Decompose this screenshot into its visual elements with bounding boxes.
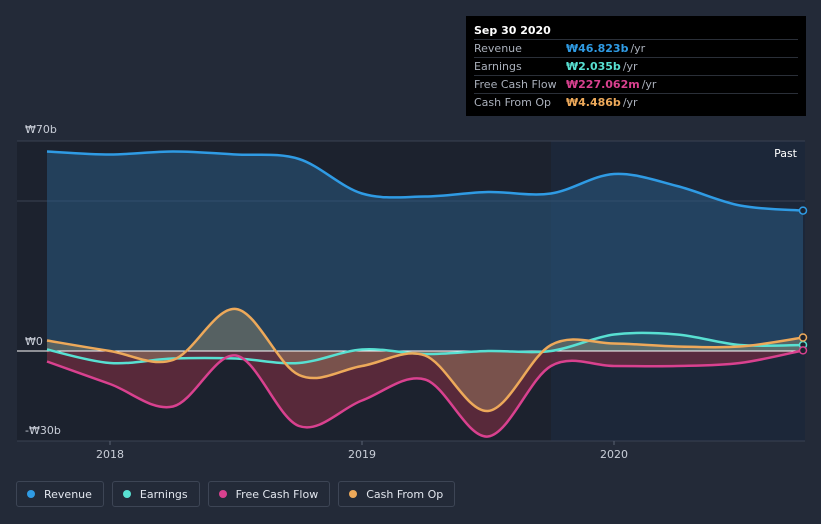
tooltip-unit: /yr	[622, 60, 638, 73]
tooltip-revenue-value: ₩46.823b	[566, 42, 629, 55]
y-tick-label: ₩70b	[25, 123, 57, 136]
tooltip-label: Revenue	[474, 42, 522, 55]
tooltip-row-earnings: Earnings ₩2.035b/yr	[474, 57, 798, 75]
tooltip-label: Free Cash Flow	[474, 78, 557, 91]
tooltip-fcf-value: ₩227.062m	[566, 78, 640, 91]
area-revenue	[47, 151, 803, 351]
legend-label: Free Cash Flow	[235, 487, 319, 501]
legend-item-earnings[interactable]: Earnings	[111, 481, 200, 507]
tooltip-value: ₩46.823b/yr	[566, 40, 645, 57]
legend-label: Earnings	[139, 487, 188, 501]
legend-label: Cash From Op	[366, 487, 444, 501]
legend-dot-icon	[349, 490, 358, 498]
legend-item-revenue[interactable]: Revenue	[16, 481, 104, 507]
line-free-cash-flow	[46, 349, 804, 438]
tooltip-unit: /yr	[630, 42, 646, 55]
legend-dot-icon	[122, 490, 131, 498]
tooltip-label: Earnings	[474, 60, 522, 73]
legend: Revenue Earnings Free Cash Flow Cash Fro…	[16, 481, 463, 507]
data-tooltip: Sep 30 2020 Revenue ₩46.823b/yr Earnings…	[466, 16, 806, 116]
past-label: Past	[774, 147, 798, 160]
legend-item-cash-from-op[interactable]: Cash From Op	[338, 481, 456, 507]
x-tick-label: 2018	[96, 448, 124, 461]
tooltip-unit: /yr	[622, 96, 638, 109]
marker-cash-from-op	[798, 333, 808, 342]
tooltip-unit: /yr	[641, 78, 657, 91]
y-tick-label: ₩0	[25, 335, 43, 348]
legend-dot-icon	[27, 490, 35, 498]
tooltip-label: Cash From Op	[474, 96, 552, 109]
tooltip-cfo-value: ₩4.486b	[566, 96, 621, 109]
tooltip-earnings-value: ₩2.035b	[566, 60, 621, 73]
line-earnings	[46, 331, 804, 365]
tooltip-row-free-cash-flow: Free Cash Flow ₩227.062m/yr	[474, 75, 798, 93]
tooltip-value: ₩2.035b/yr	[566, 58, 638, 75]
x-tick-label: 2020	[600, 448, 628, 461]
x-tick-label: 2019	[348, 448, 376, 461]
legend-label: Revenue	[44, 487, 92, 501]
tooltip-date: Sep 30 2020	[474, 24, 551, 37]
legend-item-free-cash-flow[interactable]: Free Cash Flow	[207, 481, 331, 507]
area-cash-from-op	[47, 308, 803, 412]
tooltip-value: ₩4.486b/yr	[566, 94, 638, 111]
area-free-cash-flow	[47, 350, 803, 437]
line-revenue	[46, 150, 804, 212]
marker-free-cash-flow	[798, 346, 808, 355]
tooltip-row-cash-from-op: Cash From Op ₩4.486b/yr	[474, 93, 798, 111]
marker-revenue	[798, 206, 808, 215]
tooltip-value: ₩227.062m/yr	[566, 76, 656, 93]
line-cash-from-op	[46, 307, 804, 413]
legend-dot-icon	[218, 490, 227, 498]
tooltip-row-revenue: Revenue ₩46.823b/yr	[474, 39, 798, 57]
y-tick-label: -₩30b	[25, 424, 61, 437]
